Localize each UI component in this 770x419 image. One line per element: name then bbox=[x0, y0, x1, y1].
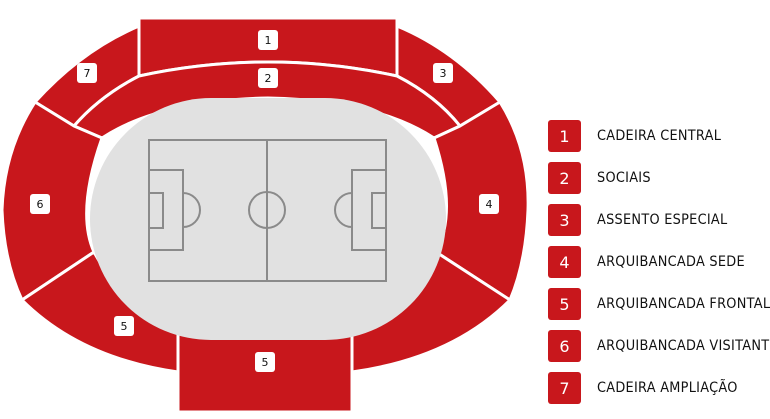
legend-badge-3: 3 bbox=[548, 204, 581, 236]
svg-text:6: 6 bbox=[37, 198, 44, 211]
legend-label-2: SOCIAIS bbox=[597, 170, 651, 186]
legend-item-arquibancada-sede[interactable]: 4 ARQUIBANCADA SEDE bbox=[548, 246, 770, 278]
svg-text:5: 5 bbox=[121, 320, 128, 333]
legend-badge-7: 7 bbox=[548, 372, 581, 404]
legend-label-1: CADEIRA CENTRAL bbox=[597, 128, 722, 144]
right-goal-area bbox=[371, 192, 387, 229]
svg-text:5: 5 bbox=[262, 356, 269, 369]
center-circle bbox=[248, 191, 286, 229]
sector-label-3: 3 bbox=[433, 63, 453, 83]
legend-badge-5: 5 bbox=[548, 288, 581, 320]
legend-item-sociais[interactable]: 2 SOCIAIS bbox=[548, 162, 770, 194]
sector-labels: 1 2 3 4 5 5 6 7 bbox=[30, 30, 499, 372]
legend-label-3: ASSENTO ESPECIAL bbox=[597, 212, 728, 228]
legend-item-cadeira-central[interactable]: 1 CADEIRA CENTRAL bbox=[548, 120, 770, 152]
legend-badge-6: 6 bbox=[548, 330, 581, 362]
legend-label-5: ARQUIBANCADA FRONTAL bbox=[597, 296, 770, 312]
legend-badge-1: 1 bbox=[548, 120, 581, 152]
legend-badge-4: 4 bbox=[548, 246, 581, 278]
stadium-map: 1 2 3 4 5 5 6 7 bbox=[0, 16, 530, 414]
legend-label-6: ARQUIBANCADA VISITANTE bbox=[597, 338, 770, 354]
sector-label-2: 2 bbox=[258, 68, 278, 88]
sector-label-4: 4 bbox=[479, 194, 499, 214]
svg-text:3: 3 bbox=[440, 67, 447, 80]
sector-label-6: 6 bbox=[30, 194, 50, 214]
svg-text:4: 4 bbox=[486, 198, 493, 211]
legend-item-assento-especial[interactable]: 3 ASSENTO ESPECIAL bbox=[548, 204, 770, 236]
sector-6[interactable] bbox=[0, 100, 104, 302]
sector-label-7: 7 bbox=[77, 63, 97, 83]
legend-item-arquibancada-visitante[interactable]: 6 ARQUIBANCADA VISITANTE bbox=[548, 330, 770, 362]
left-penalty-arc bbox=[182, 192, 201, 228]
sector-legend: 1 CADEIRA CENTRAL 2 SOCIAIS 3 ASSENTO ES… bbox=[548, 120, 770, 404]
svg-text:7: 7 bbox=[84, 67, 91, 80]
legend-label-7: CADEIRA AMPLIAÇÃO bbox=[597, 380, 738, 396]
legend-label-4: ARQUIBANCADA SEDE bbox=[597, 254, 745, 270]
legend-item-cadeira-ampliacao[interactable]: 7 CADEIRA AMPLIAÇÃO bbox=[548, 372, 770, 404]
sector-label-1: 1 bbox=[258, 30, 278, 50]
sector-label-5-side: 5 bbox=[114, 316, 134, 336]
right-penalty-arc bbox=[334, 192, 353, 228]
pitch-markings bbox=[148, 139, 387, 282]
left-goal-area bbox=[148, 192, 164, 229]
svg-text:2: 2 bbox=[265, 72, 272, 85]
legend-badge-2: 2 bbox=[548, 162, 581, 194]
legend-item-arquibancada-frontal[interactable]: 5 ARQUIBANCADA FRONTAL bbox=[548, 288, 770, 320]
svg-text:1: 1 bbox=[265, 34, 272, 47]
sector-label-5-bottom: 5 bbox=[255, 352, 275, 372]
